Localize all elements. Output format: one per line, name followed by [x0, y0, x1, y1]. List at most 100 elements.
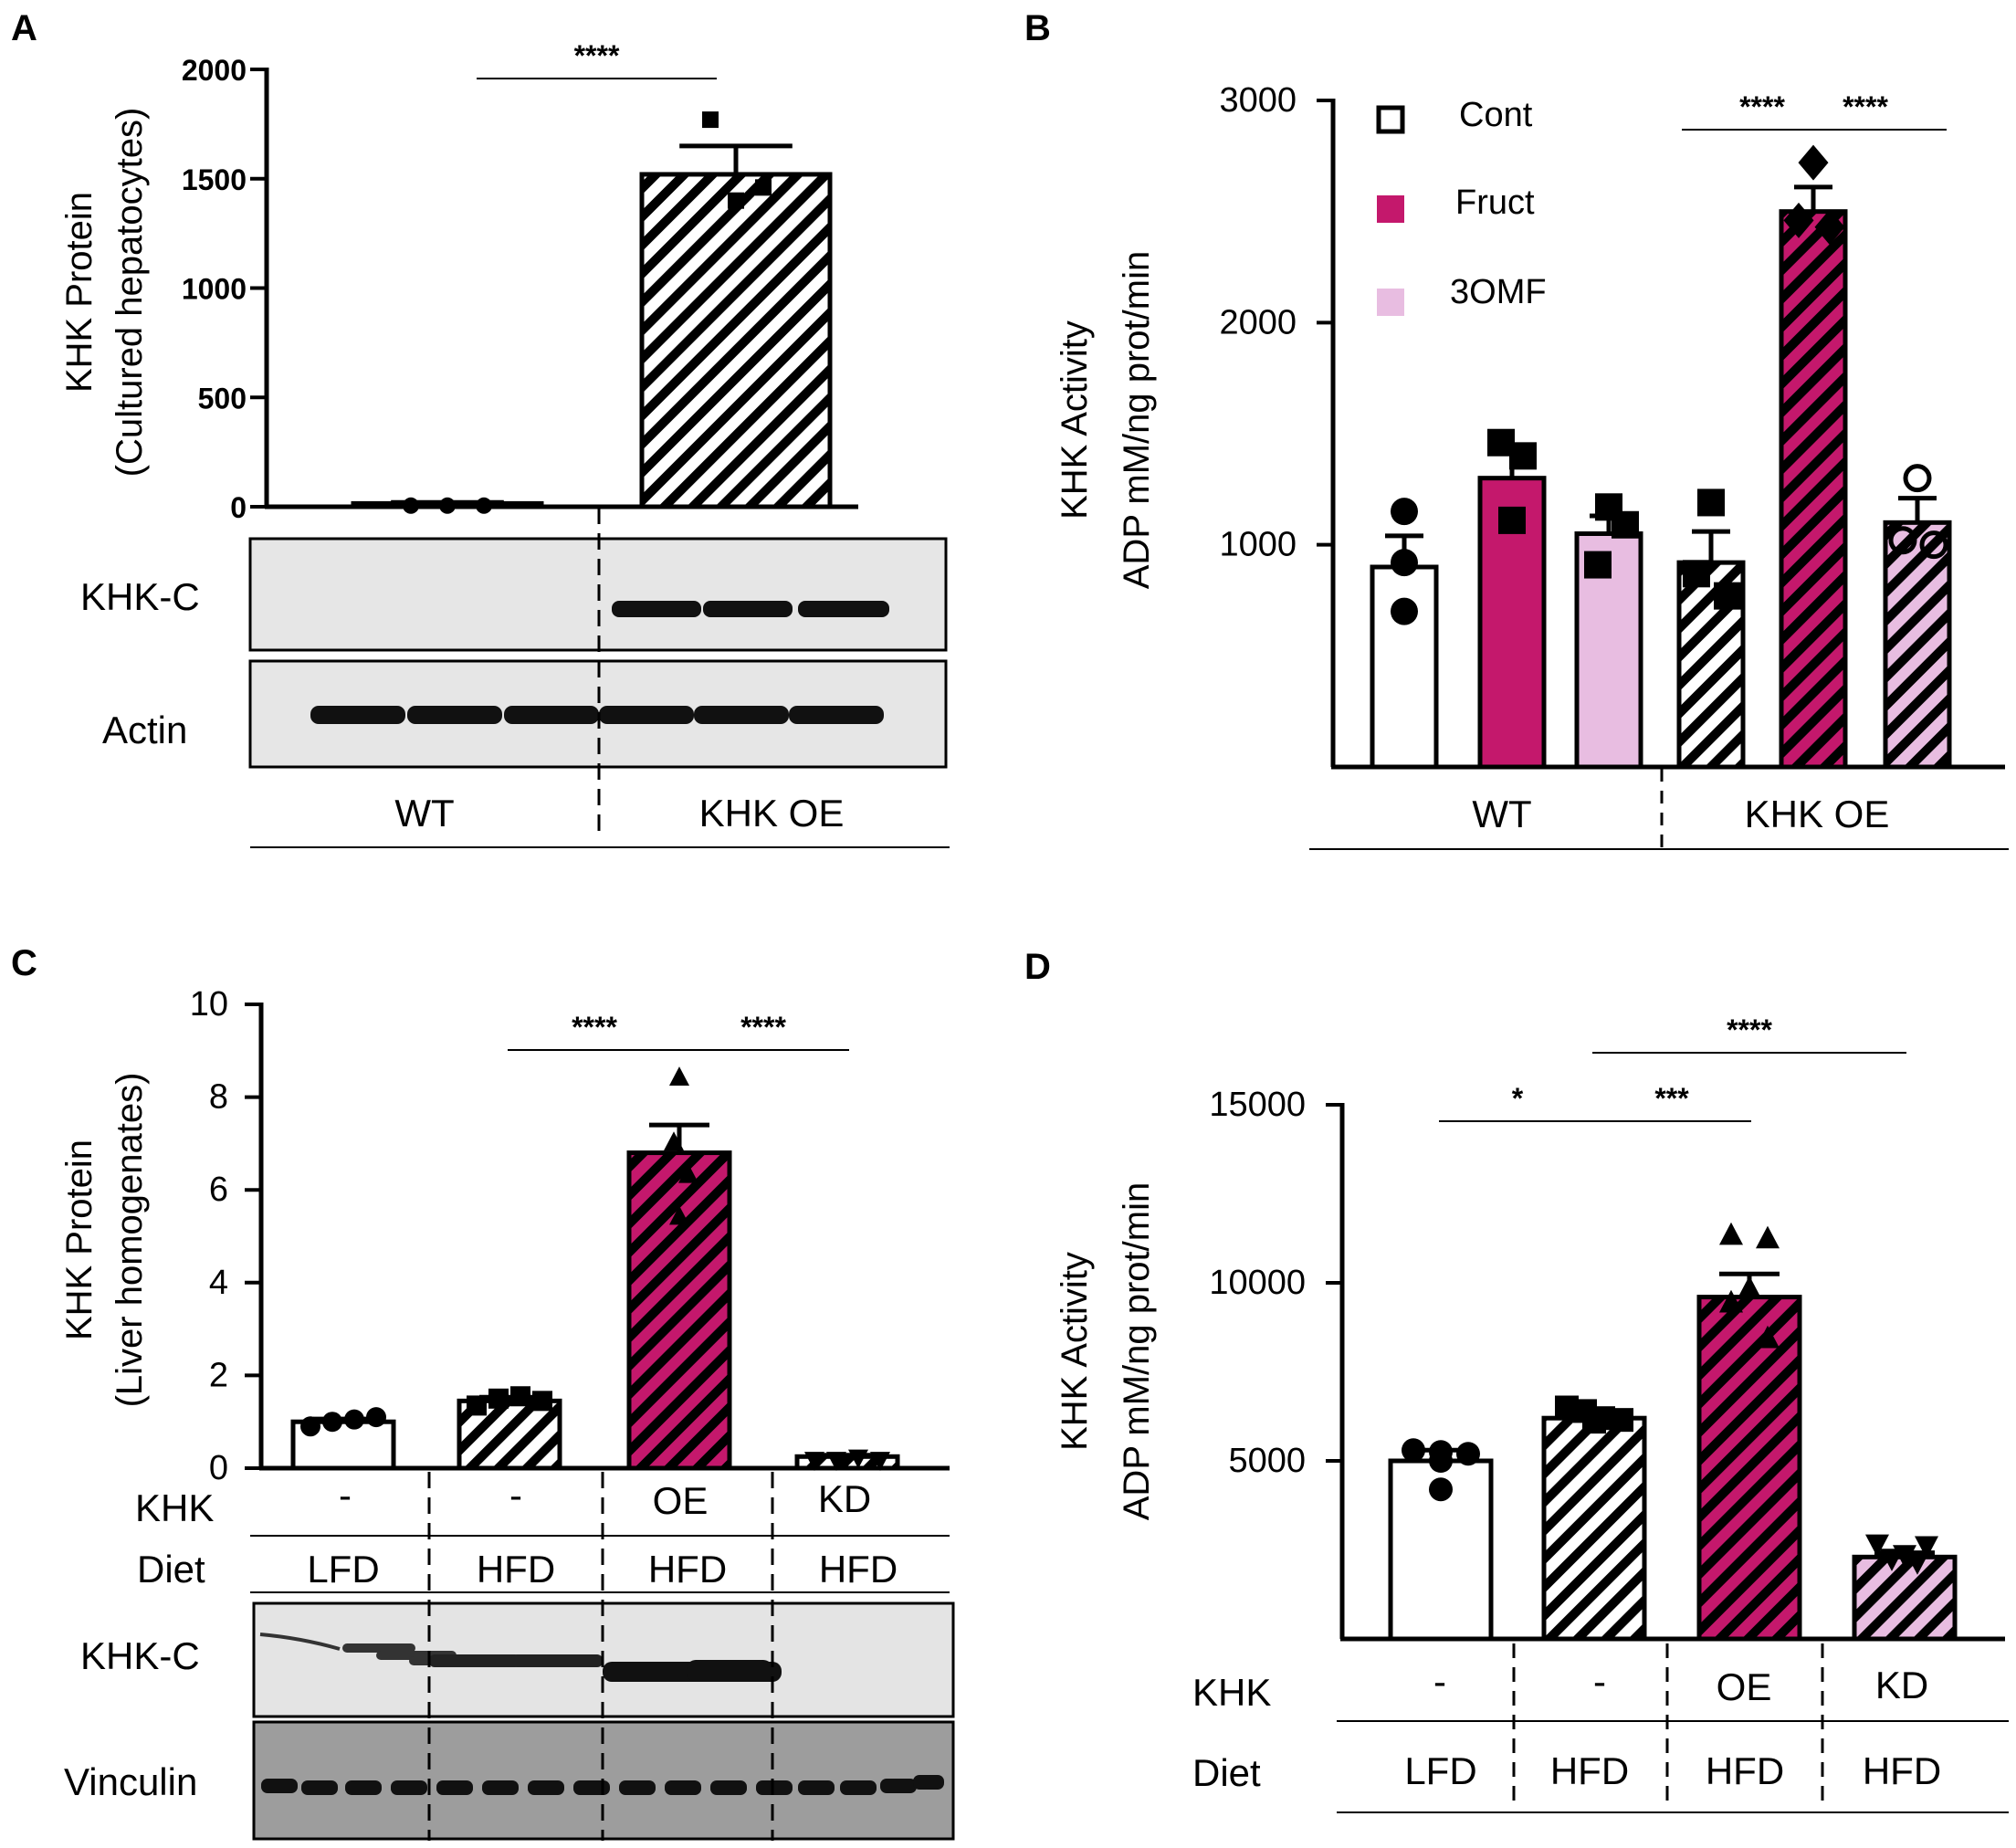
- y-tick-label: 2000: [1219, 303, 1297, 341]
- panel-a-group-khkoe: KHK OE: [699, 792, 845, 835]
- data-point: [467, 1395, 487, 1416]
- panel-c-khk-1: -: [339, 1474, 352, 1517]
- data-point: [1498, 506, 1526, 534]
- data-point: [669, 1205, 689, 1225]
- data-point: [366, 1407, 386, 1428]
- data-point: [1683, 560, 1710, 588]
- panel-d-ylabel-2: ADP mM/ng prot/min: [1117, 1182, 1157, 1521]
- significance-label: *: [1512, 1082, 1524, 1115]
- panel-b-group-wt: WT: [1472, 793, 1531, 835]
- panel-c-significance: **** ****: [508, 1011, 849, 1051]
- data-point: [1814, 209, 1845, 246]
- panel-c-khk-2: -: [509, 1474, 522, 1517]
- y-tick-label: 5000: [1228, 1442, 1306, 1480]
- y-tick-label: 6: [209, 1171, 228, 1209]
- data-point: [1756, 1225, 1780, 1249]
- y-tick-label: 2: [209, 1356, 228, 1394]
- data-point: [1456, 1442, 1480, 1466]
- panel-d-khk-1: -: [1433, 1660, 1446, 1703]
- panel-a-khkc-bands: [612, 601, 889, 617]
- data-point: [1610, 1408, 1633, 1433]
- y-tick-label: 500: [198, 382, 247, 415]
- data-point: [1714, 582, 1741, 610]
- data-point: [728, 192, 744, 209]
- data-point: [532, 1391, 552, 1412]
- data-point: [1509, 442, 1537, 470]
- panel-d-bars: [1388, 1222, 1958, 1642]
- data-point: [1719, 1289, 1743, 1313]
- bar: [1696, 1295, 1802, 1642]
- panel-c-ylabel-2: (Liver homogenates): [110, 1073, 150, 1408]
- panel-d-row-title-khk: KHK: [1192, 1671, 1271, 1714]
- panel-c-khkc-bands: [259, 1633, 782, 1682]
- data-point: [1584, 551, 1612, 579]
- panel-b-bars: [1370, 144, 1952, 770]
- panel-c-khk-3: OE: [653, 1479, 709, 1522]
- y-tick-label: 3000: [1219, 81, 1297, 120]
- data-point: [1429, 1449, 1453, 1473]
- panel-d-khk-3: OE: [1717, 1665, 1772, 1708]
- panel-b-axes: 1000 2000 3000: [1219, 81, 2005, 770]
- significance-label: ****: [1843, 90, 1888, 123]
- data-point: [1783, 202, 1814, 238]
- significance-label: ****: [740, 1011, 786, 1044]
- panel-b-ylabel-2: ADP mM/ng prot/min: [1117, 251, 1157, 590]
- panel-letter-c: C: [11, 943, 37, 983]
- y-tick-label: 10000: [1209, 1264, 1306, 1302]
- panel-c-axes: 0 2 4 6 8 10: [190, 985, 950, 1487]
- data-point: [1391, 549, 1418, 577]
- data-point: [1582, 1410, 1606, 1434]
- data-point: [488, 1388, 509, 1409]
- data-point: [669, 1066, 689, 1086]
- data-point: [1880, 1549, 1904, 1571]
- legend-swatch-3omf: [1377, 289, 1404, 316]
- panel-d-diet-1: LFD: [1404, 1749, 1476, 1792]
- data-point: [1906, 1552, 1929, 1575]
- y-tick-label: 2000: [182, 54, 247, 87]
- data-point: [1391, 597, 1418, 625]
- panel-d-ylabel-1: KHK Activity: [1055, 1252, 1095, 1451]
- data-point: [439, 497, 456, 514]
- y-tick-label: 15000: [1209, 1086, 1306, 1124]
- data-point: [1612, 510, 1639, 539]
- data-point: [870, 1452, 890, 1472]
- legend-swatch-cont: [1376, 105, 1405, 134]
- panel-letter-d: D: [1024, 947, 1051, 987]
- panel-b: KHK Activity ADP mM/ng prot/min 1000 2000…: [1055, 81, 2009, 851]
- bar: [626, 1150, 732, 1471]
- panel-b-legend: Cont Fruct 3OMF: [1376, 96, 1547, 316]
- panel-d-khk-4: KD: [1875, 1664, 1928, 1706]
- bar: [1541, 1415, 1647, 1642]
- data-point: [476, 497, 492, 514]
- panel-c-bars: [290, 1066, 900, 1472]
- panel-a-blot-label-khkc: KHK-C: [80, 575, 200, 618]
- panel-letter-b: B: [1024, 8, 1051, 48]
- legend-label-cont: Cont: [1459, 96, 1533, 134]
- y-tick-label: 0: [209, 1449, 228, 1487]
- panel-c-diet-1: LFD: [307, 1548, 379, 1591]
- data-point: [1903, 464, 1932, 493]
- panel-d-significance: * *******: [1439, 1013, 1906, 1122]
- panel-a: KHK Protein (Cultured hepatocytes) 0 500 1…: [59, 39, 950, 848]
- panel-d: KHK Activity ADP mM/ng prot/min 5000 1000…: [1055, 1013, 2009, 1813]
- panel-c-diet-3: HFD: [648, 1548, 727, 1591]
- panel-a-group-wt: WT: [394, 792, 454, 835]
- panel-a-bars: [351, 111, 833, 514]
- panel-c-khk-4: KD: [818, 1477, 871, 1520]
- panel-b-significance: **** ****: [1682, 90, 1947, 131]
- bar: [1779, 209, 1848, 770]
- panel-a-actin-bands: [310, 706, 884, 724]
- data-point: [1798, 144, 1829, 181]
- significance-label: ****: [574, 39, 620, 72]
- data-point: [1865, 1534, 1889, 1558]
- panel-a-ylabel-2: (Cultured hepatocytes): [110, 108, 150, 478]
- y-tick-label: 0: [230, 491, 247, 524]
- significance-label: ****: [1727, 1013, 1772, 1046]
- panel-d-khk-2: -: [1593, 1660, 1606, 1703]
- data-point: [403, 497, 419, 514]
- legend-label-fruct: Fruct: [1455, 184, 1535, 222]
- data-point: [510, 1386, 530, 1407]
- panel-c-row-title-khk: KHK: [135, 1486, 214, 1529]
- panel-d-row-title-diet: Diet: [1192, 1751, 1261, 1794]
- data-point: [664, 1131, 684, 1151]
